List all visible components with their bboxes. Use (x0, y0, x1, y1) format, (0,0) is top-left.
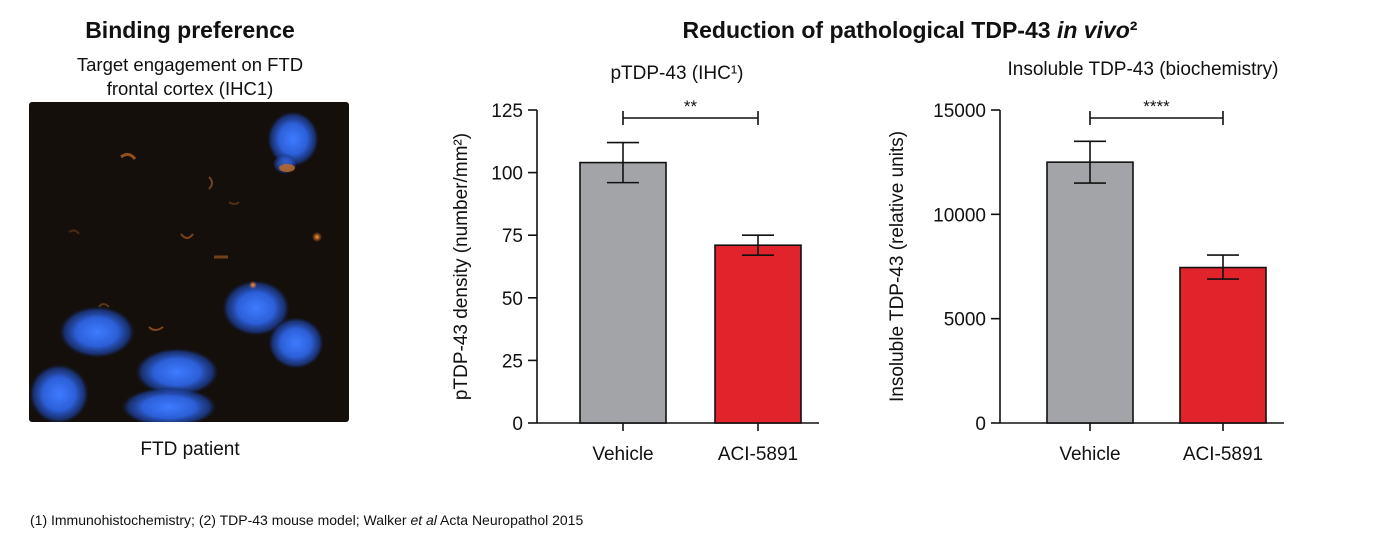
chart-0-ytick-label: 50 (502, 289, 523, 310)
footnote-part-1: (1) Immunohistochemistry; (2) TDP-43 mou… (30, 512, 411, 528)
chart-0-ylabel: pTDP-43 density (number/mm²) (451, 133, 472, 400)
chart-1-ytick-label: 10000 (933, 205, 986, 226)
chart-0-title: pTDP-43 (IHC¹) (610, 63, 743, 84)
chart-0-xtick-label: Vehicle (592, 444, 653, 465)
chart-1-ytick-label: 0 (975, 414, 986, 435)
footnote-italic: et al (410, 512, 437, 528)
subtitle-line-2: frontal cortex (IHC1) (106, 78, 274, 99)
footnote-part-2: Acta Neuropathol 2015 (436, 512, 584, 528)
chart-0-significance-label: ** (684, 97, 698, 116)
main-title-superscript: ² (1129, 17, 1138, 43)
chart-1-ytick-label: 15000 (933, 101, 986, 122)
image-caption: FTD patient (140, 439, 240, 460)
footnote: (1) Immunohistochemistry; (2) TDP-43 mou… (30, 512, 583, 528)
chart-0-bar-1 (714, 244, 802, 424)
main-title-text: Reduction of pathological TDP-43 (682, 17, 1057, 43)
chart-1-bar-1 (1179, 266, 1267, 424)
chart-0-ytick-label: 125 (491, 101, 523, 122)
fluorescence-microscopy-image (29, 102, 349, 422)
subtitle-line-1: Target engagement on FTD (76, 54, 304, 75)
chart-1-title: Insoluble TDP-43 (biochemistry) (1007, 59, 1278, 80)
chart-1-bar-0 (1046, 161, 1134, 424)
chart-0-ytick-label: 0 (512, 414, 523, 435)
chart-0-ytick-label: 100 (491, 164, 523, 185)
binding-preference-title: Binding preference (85, 17, 295, 43)
chart-0-bar-0 (579, 161, 667, 424)
main-title-italic: in vivo (1056, 17, 1130, 43)
microscopy-svg (29, 102, 349, 422)
binding-preference-subtitle: Target engagement on FTD frontal cortex … (40, 53, 340, 101)
chart-1-xtick-label: Vehicle (1059, 444, 1120, 465)
chart-1-significance-label: **** (1143, 97, 1170, 116)
chart-0-ytick-label: 25 (502, 351, 523, 372)
chart-1-ylabel: Insoluble TDP-43 (relative units) (887, 131, 908, 402)
chart-0-xtick-label: ACI-5891 (718, 444, 798, 465)
chart-1-ytick-label: 5000 (944, 310, 986, 331)
chart-1-xtick-label: ACI-5891 (1183, 444, 1263, 465)
chart-0-ytick-label: 75 (502, 226, 523, 247)
main-title: Reduction of pathological TDP-43 in vivo… (560, 17, 1260, 44)
